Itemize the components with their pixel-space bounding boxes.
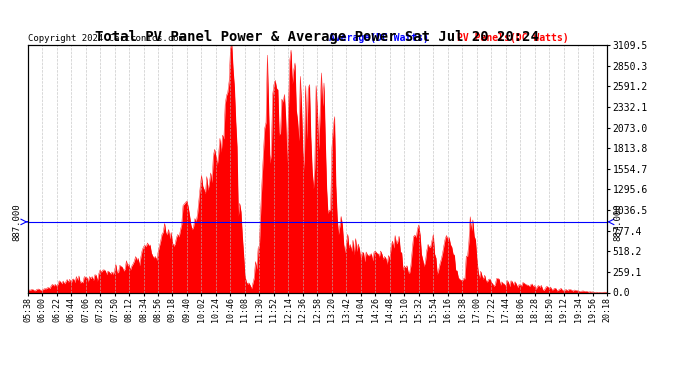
Text: PV Panels(DC Watts): PV Panels(DC Watts) <box>457 33 568 42</box>
Text: 887.000: 887.000 <box>613 203 622 241</box>
Text: Copyright 2024 Cartronics.com: Copyright 2024 Cartronics.com <box>28 33 184 42</box>
Text: 887.000: 887.000 <box>13 203 22 241</box>
Text: Average(DC Watts): Average(DC Watts) <box>329 33 429 42</box>
Title: Total PV Panel Power & Average Power Sat Jul 20 20:24: Total PV Panel Power & Average Power Sat… <box>95 30 540 44</box>
